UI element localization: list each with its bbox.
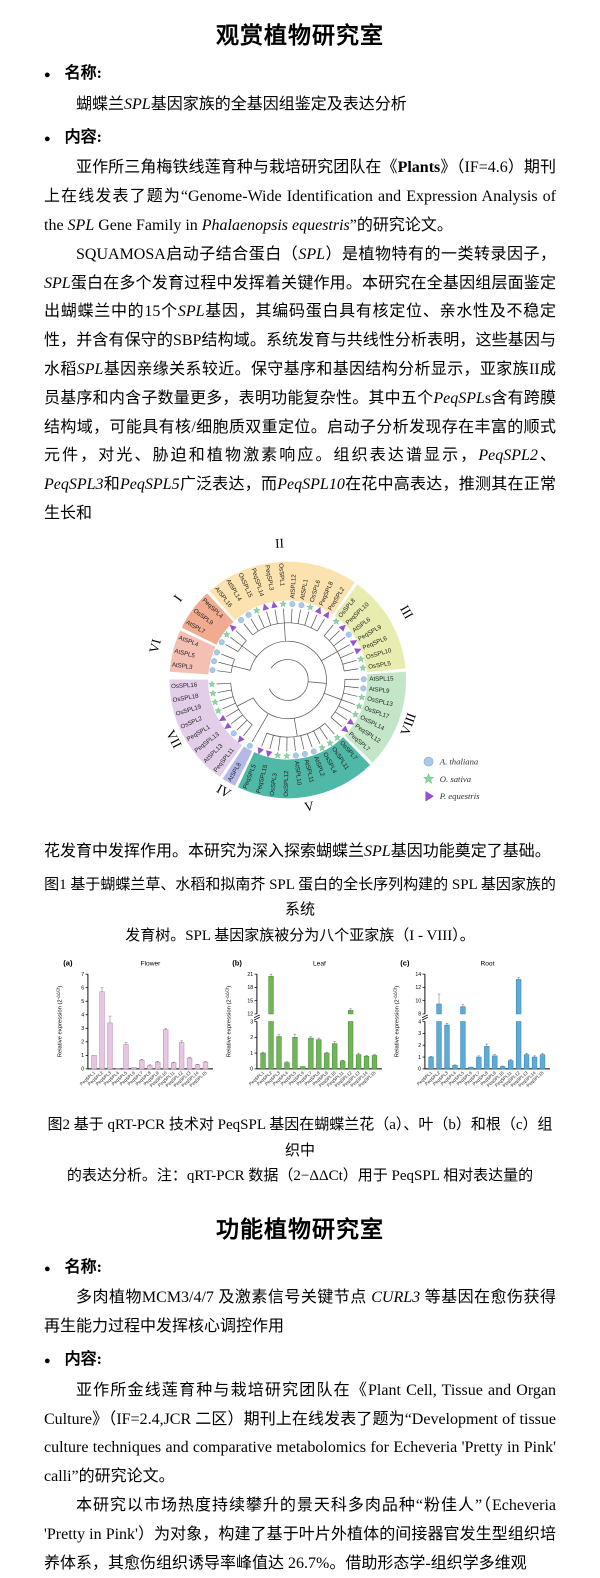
svg-text:(c): (c) xyxy=(401,959,411,968)
svg-text:VI: VI xyxy=(146,637,164,654)
bar-chart-leaf: 012312151821PeqSPL1PeqSPL2PeqSPL3PeqSPL4… xyxy=(219,951,388,1111)
svg-text:IV: IV xyxy=(214,781,234,801)
svg-text:2: 2 xyxy=(419,1043,422,1049)
svg-text:15: 15 xyxy=(247,999,253,1005)
section1-name-text: 蝴蝶兰SPL基因家族的全基因组鉴定及表达分析 xyxy=(44,91,556,120)
svg-text:OsSPL12: OsSPL12 xyxy=(283,770,290,797)
svg-text:12: 12 xyxy=(416,985,422,991)
svg-text:Root: Root xyxy=(481,961,495,968)
svg-text:3: 3 xyxy=(419,1031,422,1037)
section2-content-label: 内容: xyxy=(65,1346,102,1375)
svg-text:4: 4 xyxy=(419,1019,422,1025)
svg-text:I: I xyxy=(170,592,185,605)
svg-text:OsSPL1: OsSPL1 xyxy=(277,563,285,587)
svg-text:A. thaliana: A. thaliana xyxy=(439,756,478,766)
svg-text:0: 0 xyxy=(250,1067,253,1073)
section1-content-row: ● 内容: xyxy=(44,124,556,153)
svg-text:Flower: Flower xyxy=(140,961,161,968)
section1-content-label: 内容: xyxy=(65,124,102,153)
section2-title: 功能植物研究室 xyxy=(44,1210,556,1244)
svg-text:V: V xyxy=(303,798,315,814)
figure2-caption-line2: 的表达分析。注：qRT-PCR 数据（2−ΔΔCt）用于 PeqSPL 相对表达… xyxy=(44,1164,556,1190)
svg-text:1: 1 xyxy=(419,1055,422,1061)
svg-text:12: 12 xyxy=(247,1012,253,1018)
svg-text:AtSPL15: AtSPL15 xyxy=(369,675,394,682)
svg-text:1: 1 xyxy=(81,1053,84,1059)
svg-text:6: 6 xyxy=(81,986,84,992)
svg-text:(a): (a) xyxy=(63,959,73,968)
svg-text:II: II xyxy=(275,535,285,551)
bullet-icon: ● xyxy=(44,1352,51,1372)
section1-paragraph-1: 亚作所三角梅铁线莲育种与栽培研究团队在《Plants》（IF=4.6）期刊上在线… xyxy=(44,154,556,240)
bullet-icon: ● xyxy=(44,66,51,86)
svg-text:4: 4 xyxy=(81,1013,84,1019)
bullet-icon: ● xyxy=(44,1260,51,1280)
svg-text:3: 3 xyxy=(250,1019,253,1025)
section1-name-row: ● 名称: xyxy=(44,60,556,89)
section1-paragraph-3: 花发育中发挥作用。本研究为深入探索蝴蝶兰SPL基因功能奠定了基础。 xyxy=(44,838,556,867)
section2-paragraph-2: 本研究以市场热度持续攀升的景天科多肉品种“粉佳人”（Echeveria 'Pre… xyxy=(44,1492,556,1578)
section1-title: 观赏植物研究室 xyxy=(44,16,556,50)
svg-text:8: 8 xyxy=(419,1012,422,1018)
bar-chart-flower: 01234567PeqSPL1PeqSPL2PeqSPL3PeqSPL4PeqS… xyxy=(50,951,219,1111)
svg-text:(b): (b) xyxy=(232,959,242,968)
svg-text:0: 0 xyxy=(81,1067,84,1073)
section1-name-label: 名称: xyxy=(65,60,102,89)
svg-text:Relative expression (2-ΔΔCt): Relative expression (2-ΔΔCt) xyxy=(55,986,63,1058)
svg-text:21: 21 xyxy=(247,972,253,978)
svg-text:2: 2 xyxy=(81,1040,84,1046)
svg-text:3: 3 xyxy=(81,1026,84,1032)
svg-text:5: 5 xyxy=(81,999,84,1005)
svg-text:10: 10 xyxy=(416,999,422,1005)
svg-text:1: 1 xyxy=(250,1051,253,1057)
figure2-caption: 图2 基于 qRT-PCR 技术对 PeqSPL 基因在蝴蝶兰花（a）、叶（b）… xyxy=(44,1113,556,1190)
figure2-caption-line1: 图2 基于 qRT-PCR 技术对 PeqSPL 基因在蝴蝶兰花（a）、叶（b）… xyxy=(44,1113,556,1164)
section2-name-row: ● 名称: xyxy=(44,1254,556,1283)
figure1-caption-line1: 图1 基于蝴蝶兰草、水稻和拟南芥 SPL 蛋白的全长序列构建的 SPL 基因家族… xyxy=(44,873,556,924)
svg-text:AtSPL12: AtSPL12 xyxy=(289,573,297,598)
bullet-icon: ● xyxy=(44,130,51,150)
bar-chart-root: 012348101214PeqSPL1PeqSPL2PeqSPL3PeqSPL4… xyxy=(387,951,556,1111)
section1-paragraph-2: SQUAMOSA启动子结合蛋白（SPL）是植物特有的一类转录因子，SPL蛋白在多… xyxy=(44,241,556,529)
figure1-caption-line2: 发育树。SPL 基因家族被分为八个亚家族（I - VIII）。 xyxy=(44,924,556,950)
svg-text:14: 14 xyxy=(416,972,422,978)
svg-text:7: 7 xyxy=(81,972,84,978)
svg-text:18: 18 xyxy=(247,985,253,991)
svg-text:P. equestris: P. equestris xyxy=(439,791,480,801)
svg-text:O. sativa: O. sativa xyxy=(440,774,471,784)
section2-paragraph-1: 亚作所金线莲育种与栽培研究团队在《Plant Cell, Tissue and … xyxy=(44,1377,556,1492)
phylogenetic-tree-svg: VIAtSPL3AtSPL5AtSPL4IAtSPL7OsSPL9PeqSPL4… xyxy=(55,531,545,833)
section2-name-text: 多肉植物MCM3/4/7 及激素信号关键节点 CURL3 等基因在愈伤获得再生能… xyxy=(44,1284,556,1342)
svg-text:Relative expression (2-ΔΔCt): Relative expression (2-ΔΔCt) xyxy=(224,986,232,1058)
figure1-caption: 图1 基于蝴蝶兰草、水稻和拟南芥 SPL 蛋白的全长序列构建的 SPL 基因家族… xyxy=(44,873,556,950)
section2-content-row: ● 内容: xyxy=(44,1346,556,1375)
svg-text:III: III xyxy=(397,602,417,621)
section2-name-label: 名称: xyxy=(65,1254,102,1283)
svg-text:Leaf: Leaf xyxy=(313,961,326,968)
svg-text:Relative expression (2-ΔΔCt): Relative expression (2-ΔΔCt) xyxy=(393,986,401,1058)
svg-text:0: 0 xyxy=(419,1067,422,1073)
svg-text:2: 2 xyxy=(250,1035,253,1041)
